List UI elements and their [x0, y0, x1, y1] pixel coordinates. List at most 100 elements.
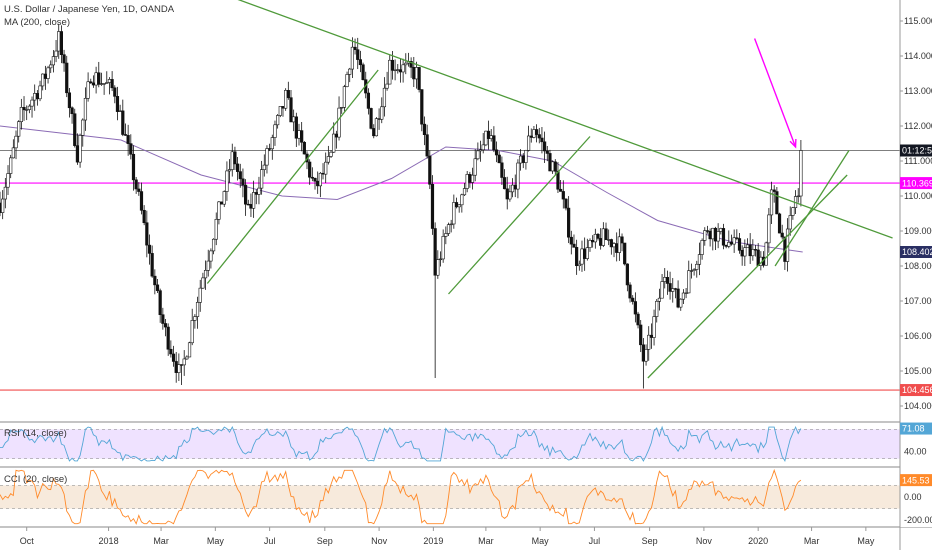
candle-body [105, 82, 109, 84]
candle-body [420, 89, 424, 125]
trendline[interactable] [105, 0, 893, 239]
candle-body [372, 128, 376, 137]
candle-body [233, 151, 237, 165]
candle-body [118, 110, 122, 112]
candle-body [679, 298, 683, 308]
countdown-badge[interactable]: 01:12:58 [900, 144, 932, 157]
price-tick-label: 109.000 [904, 226, 932, 236]
candle-body [799, 150, 803, 197]
price-tick-label: 106.000 [904, 331, 932, 341]
candle-body [227, 169, 232, 172]
candle-body [599, 238, 603, 246]
candle-body [481, 144, 485, 151]
candle-body [361, 64, 365, 80]
candle-body [54, 50, 58, 57]
candle-body [211, 238, 216, 252]
time-tick-label: 2020 [748, 536, 768, 546]
candle-body [187, 342, 192, 358]
trendline[interactable] [647, 174, 848, 379]
candle-body [310, 176, 314, 179]
time-tick-label: Mar [478, 536, 494, 546]
candle-body [121, 110, 125, 135]
candle-body [540, 137, 544, 143]
candle-body [689, 270, 694, 272]
candle-body [222, 191, 226, 205]
candle-body [22, 107, 26, 111]
candle-body [155, 284, 160, 291]
candle-body [756, 249, 760, 266]
time-axis[interactable]: Oct 2018 Mar May Jul Sep Nov 2019 Mar May Jul Sep No… [20, 527, 875, 546]
price-pane[interactable] [0, 0, 932, 528]
candle-body [777, 213, 782, 234]
candle-body [158, 290, 162, 316]
candle-body [171, 353, 176, 362]
price-tick-label: 115.000 [904, 16, 932, 26]
candle-body [780, 232, 784, 238]
candle-body [46, 67, 50, 79]
cci-tick-label: -200.00 [904, 515, 932, 525]
candle-body [620, 236, 624, 244]
candle-body [551, 161, 555, 172]
cci-line[interactable] [0, 468, 802, 525]
candle-body [673, 288, 678, 290]
candle-body [753, 249, 758, 251]
support-level-badge-bg [900, 384, 932, 397]
candle-body [791, 207, 795, 216]
candle-body [641, 344, 645, 362]
rsi-value-badge[interactable]: 71.08 [900, 422, 932, 435]
candle-body [113, 87, 117, 97]
rsi-pane[interactable] [0, 425, 900, 463]
candle-body [198, 287, 202, 303]
candle-body [681, 292, 686, 300]
ma-value-badge[interactable]: 108.402 [900, 246, 932, 258]
price-axis[interactable]: 115.000 114.000 113.000 112.000 111.000 110.0… [899, 0, 932, 550]
price-tick-label: 105.000 [904, 366, 932, 376]
candle-body [454, 202, 459, 208]
candle-body [695, 263, 699, 270]
candle-body [214, 219, 218, 240]
candle-body [516, 162, 520, 190]
candle-body [748, 244, 752, 257]
candle-body [326, 156, 330, 163]
candle-body [195, 302, 200, 317]
candle-body [446, 224, 451, 234]
candle-body [396, 69, 400, 71]
candle-body [374, 118, 379, 137]
candle-body [740, 250, 744, 257]
candle-body [1, 198, 5, 213]
candle-body [663, 277, 667, 282]
candle-body [430, 183, 435, 229]
candle-body [99, 83, 104, 85]
time-tick-label: May [532, 536, 550, 546]
candle-body [89, 81, 93, 84]
cci-pane[interactable] [0, 468, 900, 525]
candle-body [609, 239, 613, 248]
candle-body [580, 248, 584, 265]
candle-body [729, 242, 734, 245]
trendline[interactable] [448, 136, 591, 295]
candle-body [182, 358, 186, 366]
candle-body [660, 281, 664, 299]
annotation-arrow[interactable] [753, 38, 797, 148]
candle-body [465, 174, 469, 189]
candle-body [145, 222, 149, 246]
candle-body [244, 184, 248, 205]
candle-body [300, 130, 304, 143]
candle-body [377, 118, 381, 120]
candle-body [270, 137, 274, 150]
candle-body [553, 161, 557, 172]
rsi-line[interactable] [0, 425, 802, 463]
ma200-line[interactable] [0, 125, 803, 253]
trendline[interactable] [206, 69, 379, 284]
magenta-level-badge[interactable]: 110.369 [900, 177, 932, 190]
candle-body [684, 292, 688, 294]
trendline[interactable] [774, 150, 850, 267]
support-level-badge[interactable]: 104.456 [900, 384, 932, 397]
candle-body [615, 243, 619, 253]
candle-body [358, 59, 363, 66]
candle-body [366, 92, 371, 109]
candle-body [769, 189, 774, 216]
cci-value-badge[interactable]: 145.53 [900, 474, 932, 487]
candle-body [174, 361, 178, 373]
candle-body [697, 254, 702, 265]
